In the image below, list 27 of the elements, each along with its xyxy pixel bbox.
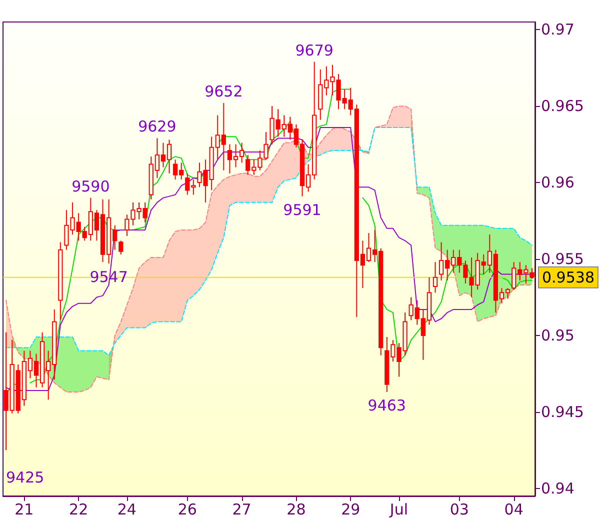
- y-tick-label: 0.955: [541, 250, 584, 268]
- annotation: 9629: [138, 118, 176, 136]
- x-tick-label: 28: [286, 500, 306, 518]
- y-tick-label: 0.965: [541, 97, 584, 116]
- x-tick-label: 22: [69, 500, 88, 518]
- y-tick-label: 0.96: [541, 174, 574, 192]
- y-tick-label: 0.945: [541, 402, 584, 421]
- annotation: 9463: [368, 396, 406, 415]
- x-tick-label: 29: [341, 500, 360, 518]
- x-tick-label: 26: [178, 500, 197, 518]
- x-tick-label: 03: [450, 500, 469, 518]
- annotation: 9652: [204, 82, 243, 101]
- x-tick-label: 24: [117, 500, 136, 518]
- annotation: 9425: [6, 468, 44, 486]
- x-tick-label: 27: [232, 500, 252, 518]
- x-tick-label: Jul: [388, 500, 408, 518]
- annotation: 9590: [72, 177, 110, 196]
- y-tick-label: 0.95: [541, 326, 574, 344]
- annotation: 9591: [283, 200, 322, 219]
- y-tick-label: 0.97: [541, 20, 574, 39]
- y-tick-label: 0.94: [541, 479, 574, 498]
- ref-line-label: 0.9538: [542, 268, 594, 286]
- annotation: 9679: [295, 41, 334, 60]
- candlestick: [432, 262, 438, 294]
- x-tick-label: 21: [14, 500, 34, 518]
- candlestick: [118, 240, 124, 255]
- x-tick-label: 04: [504, 500, 524, 518]
